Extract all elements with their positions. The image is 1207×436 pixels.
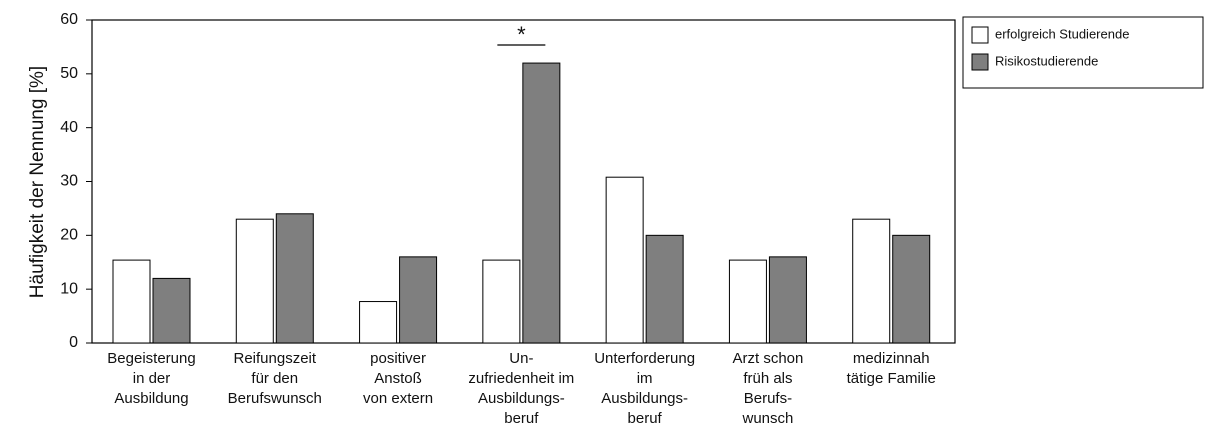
bar (605, 176, 644, 344)
bar (768, 256, 807, 344)
bar (852, 218, 891, 344)
y-tick-label: 40 (60, 119, 78, 136)
bar (892, 234, 931, 344)
bar (482, 259, 521, 344)
x-tick-label: Ausbildungs- (601, 390, 688, 407)
x-tick-label: Arzt schon (732, 350, 803, 367)
x-tick-label: beruf (504, 410, 539, 427)
y-tick-label: 20 (60, 227, 78, 244)
y-axis-label: Häufigkeit der Nennung [%] (27, 66, 48, 298)
bar (275, 213, 314, 344)
bar (235, 218, 274, 344)
y-tick-label: 60 (60, 11, 78, 28)
y-tick-label: 0 (69, 334, 78, 351)
x-tick-label: tätige Familie (847, 370, 936, 387)
bar (399, 256, 438, 344)
x-tick-label: Unterforderung (594, 350, 695, 367)
x-tick-label: in der (133, 370, 171, 387)
x-tick-label: wunsch (741, 410, 793, 427)
legend-box (962, 16, 1204, 89)
bar (359, 301, 398, 344)
x-tick-label: früh als (743, 370, 792, 387)
x-tick-label: Un- (509, 350, 533, 367)
x-tick-label: Anstoß (374, 370, 422, 387)
x-tick-label: medizinnah (853, 350, 930, 367)
x-tick-label: für den (251, 370, 298, 387)
legend-label: erfolgreich Studierende (995, 26, 1129, 41)
x-tick-label: Berufswunsch (228, 390, 322, 407)
bar (728, 259, 767, 344)
bar (645, 234, 684, 344)
x-tick-label: Berufs- (744, 390, 792, 407)
x-tick-label: beruf (628, 410, 663, 427)
x-tick-label: von extern (363, 390, 433, 407)
bar (522, 62, 561, 344)
legend-label: Risikostudierende (995, 53, 1098, 68)
legend-swatch (971, 26, 989, 44)
y-tick-label: 30 (60, 173, 78, 190)
x-tick-label: Begeisterung (107, 350, 195, 367)
x-tick-label: Ausbildungs- (478, 390, 565, 407)
y-tick-label: 50 (60, 65, 78, 82)
x-tick-label: zufriedenheit im (468, 370, 574, 387)
bar (152, 277, 191, 344)
bar (112, 259, 151, 344)
y-tick-label: 10 (60, 280, 78, 297)
x-tick-label: im (637, 370, 653, 387)
x-tick-label: Reifungszeit (234, 350, 317, 367)
x-tick-label: positiver (370, 350, 426, 367)
x-tick-label: Ausbildung (114, 390, 188, 407)
significance-label: * (517, 22, 526, 47)
legend-swatch (971, 53, 989, 71)
